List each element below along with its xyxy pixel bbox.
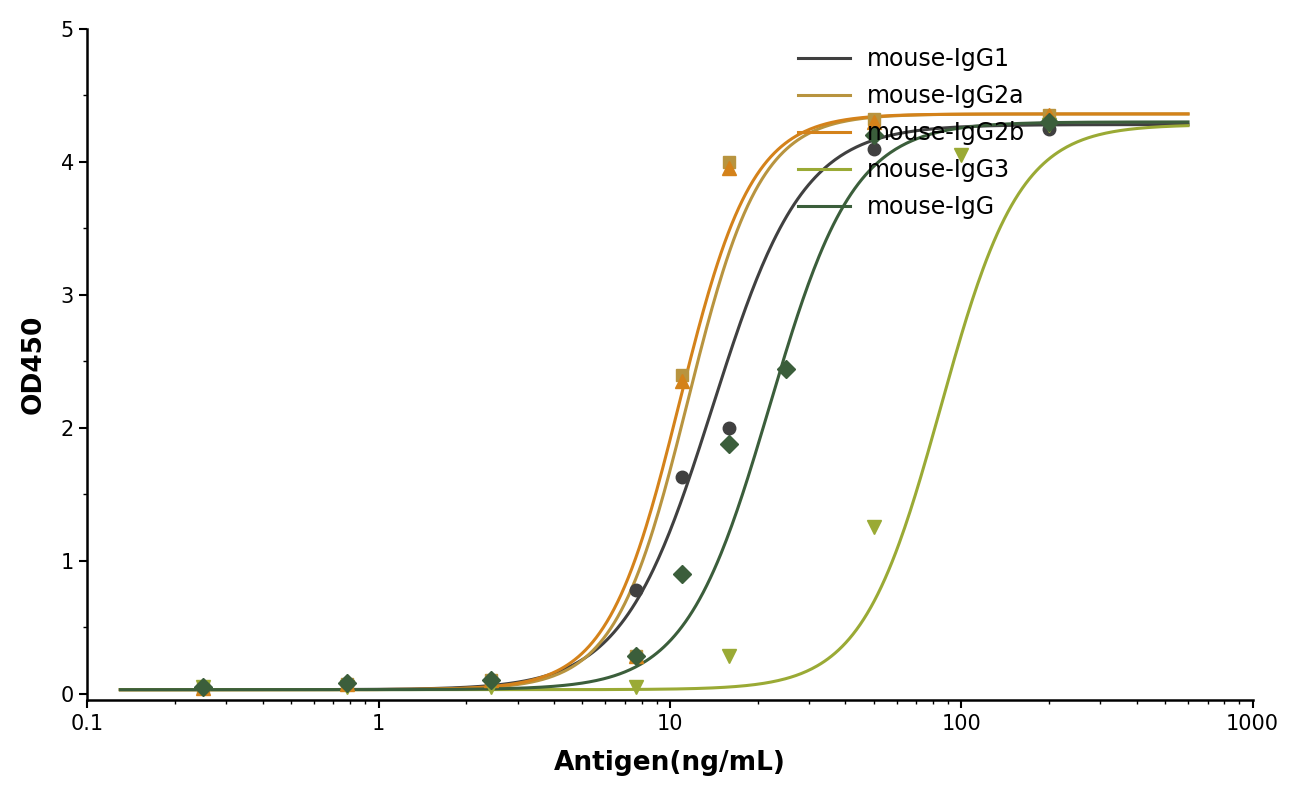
mouse-IgG2a <box>1180 109 1196 119</box>
mouse-IgG <box>113 685 129 694</box>
mouse-IgG <box>826 220 841 230</box>
mouse-IgG3 <box>387 685 403 694</box>
Line: mouse-IgG1: mouse-IgG1 <box>121 124 1188 689</box>
mouse-IgG2a <box>387 685 403 694</box>
mouse-IgG1 <box>826 156 841 166</box>
mouse-IgG1 <box>302 685 317 694</box>
mouse-IgG1 <box>113 685 129 694</box>
mouse-IgG <box>387 685 403 694</box>
mouse-IgG2b <box>1180 109 1196 119</box>
Y-axis label: OD450: OD450 <box>21 315 47 414</box>
mouse-IgG2b <box>113 685 129 694</box>
mouse-IgG2b <box>302 685 317 694</box>
mouse-IgG2b <box>595 622 611 632</box>
mouse-IgG1 <box>387 685 403 694</box>
mouse-IgG1 <box>595 638 611 648</box>
mouse-IgG2b <box>916 110 932 120</box>
mouse-IgG3 <box>826 650 841 659</box>
mouse-IgG3 <box>113 685 129 694</box>
mouse-IgG2a <box>916 110 932 120</box>
mouse-IgG2a <box>595 634 611 643</box>
mouse-IgG <box>916 132 932 141</box>
mouse-IgG2a <box>742 197 758 206</box>
Line: mouse-IgG3: mouse-IgG3 <box>121 126 1188 689</box>
mouse-IgG2b <box>742 182 758 191</box>
mouse-IgG1 <box>742 292 758 302</box>
mouse-IgG <box>742 468 758 477</box>
Line: mouse-IgG2b: mouse-IgG2b <box>121 114 1188 689</box>
mouse-IgG3 <box>302 685 317 694</box>
mouse-IgG2b <box>826 117 841 127</box>
Line: mouse-IgG2a: mouse-IgG2a <box>121 114 1188 689</box>
mouse-IgG2a <box>826 120 841 129</box>
mouse-IgG <box>302 685 317 694</box>
mouse-IgG3 <box>916 461 932 470</box>
mouse-IgG1 <box>1180 120 1196 129</box>
mouse-IgG3 <box>1180 121 1196 131</box>
mouse-IgG3 <box>742 681 758 690</box>
mouse-IgG <box>1180 117 1196 127</box>
mouse-IgG <box>595 674 611 684</box>
mouse-IgG3 <box>595 685 611 694</box>
mouse-IgG2a <box>302 685 317 694</box>
mouse-IgG1 <box>916 125 932 135</box>
Legend: mouse-IgG1, mouse-IgG2a, mouse-IgG2b, mouse-IgG3, mouse-IgG: mouse-IgG1, mouse-IgG2a, mouse-IgG2b, mo… <box>798 47 1024 219</box>
Line: mouse-IgG: mouse-IgG <box>121 122 1188 689</box>
X-axis label: Antigen(ng/mL): Antigen(ng/mL) <box>554 750 786 776</box>
mouse-IgG2a <box>113 685 129 694</box>
mouse-IgG2b <box>387 685 403 694</box>
